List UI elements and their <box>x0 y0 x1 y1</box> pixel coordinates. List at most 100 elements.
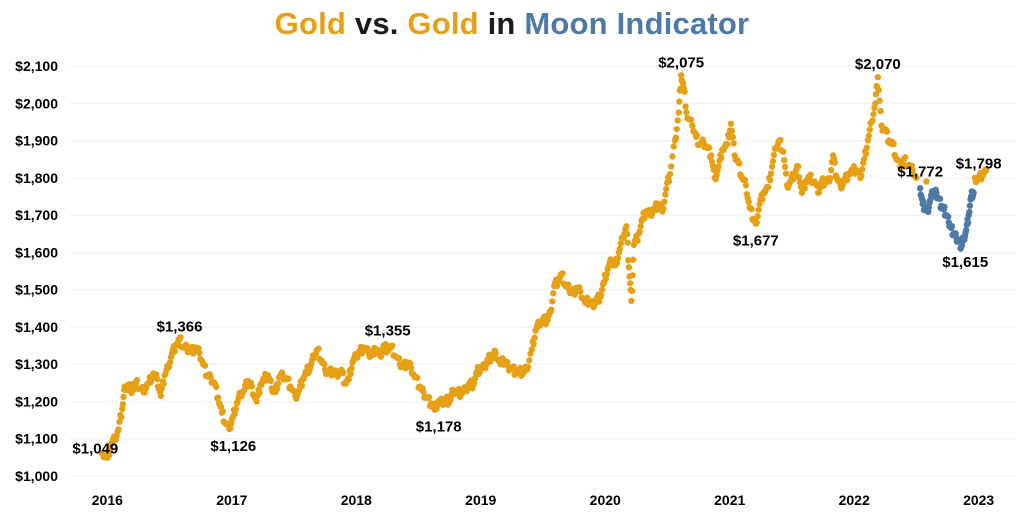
data-point <box>923 178 930 185</box>
data-point <box>843 176 851 184</box>
data-point <box>634 237 641 244</box>
data-point <box>347 370 354 378</box>
data-point <box>616 245 624 252</box>
title-vs: vs. <box>346 6 408 41</box>
data-point <box>782 170 790 177</box>
data-point <box>628 297 635 305</box>
annotation-label: $1,366 <box>157 319 203 336</box>
data-point <box>603 270 610 278</box>
data-point <box>201 362 209 369</box>
data-point <box>253 398 260 405</box>
data-point <box>407 364 415 372</box>
data-point <box>693 132 701 139</box>
data-point <box>665 177 673 185</box>
data-point <box>724 141 731 148</box>
data-point <box>613 259 621 267</box>
data-point <box>748 205 755 213</box>
data-point <box>549 298 556 305</box>
data-point <box>718 154 725 162</box>
data-point <box>214 394 222 401</box>
data-point <box>602 275 610 283</box>
y-tick-label: $1,400 <box>15 319 58 335</box>
data-point <box>736 160 743 167</box>
data-point <box>492 349 499 357</box>
data-point <box>577 288 584 295</box>
annotation-label: $1,798 <box>956 156 1002 173</box>
x-tick-label: 2021 <box>714 492 745 508</box>
data-point <box>877 107 884 115</box>
data-point <box>471 379 478 387</box>
data-point <box>167 358 174 366</box>
data-point <box>875 86 882 94</box>
data-point <box>913 174 920 182</box>
data-point <box>248 383 255 390</box>
y-tick-label: $1,100 <box>15 431 58 447</box>
data-point <box>661 198 668 206</box>
data-point <box>623 223 630 230</box>
title-in: in <box>478 6 525 41</box>
data-point <box>741 176 749 184</box>
data-point <box>780 148 787 155</box>
data-point <box>966 208 973 216</box>
data-point <box>883 128 891 135</box>
data-point <box>598 286 606 293</box>
data-point <box>827 166 835 174</box>
data-point <box>675 109 682 116</box>
data-point <box>662 191 669 198</box>
data-point <box>321 360 328 368</box>
y-tick-label: $2,100 <box>15 58 58 74</box>
annotation-label: $2,070 <box>855 56 901 73</box>
data-point <box>425 394 433 401</box>
data-point <box>766 176 774 184</box>
data-point <box>909 167 916 174</box>
data-point <box>963 226 970 234</box>
data-point <box>345 375 353 383</box>
data-point <box>870 111 877 118</box>
data-point <box>636 228 643 235</box>
x-tick-label: 2018 <box>341 492 372 508</box>
annotation-label: $1,126 <box>210 438 256 455</box>
data-point <box>807 171 814 178</box>
data-point <box>705 144 713 151</box>
data-point <box>689 122 696 129</box>
data-point <box>727 120 735 127</box>
data-point <box>902 154 909 161</box>
data-point <box>948 223 956 230</box>
data-point <box>874 73 882 81</box>
data-point <box>865 132 873 140</box>
data-point <box>920 198 927 205</box>
data-point <box>781 163 789 171</box>
data-point <box>119 400 127 408</box>
data-point <box>625 257 632 264</box>
data-point <box>765 183 772 191</box>
data-point <box>213 383 220 391</box>
data-point <box>471 374 479 382</box>
annotation-label: $1,772 <box>897 163 943 180</box>
data-point <box>982 167 990 174</box>
y-tick-label: $1,700 <box>15 207 58 223</box>
data-point <box>668 163 675 170</box>
data-point <box>859 166 866 173</box>
data-point <box>795 174 803 181</box>
x-tick-label: 2023 <box>963 492 994 508</box>
data-point <box>681 88 688 95</box>
data-point <box>160 380 167 387</box>
data-point <box>153 375 161 383</box>
data-point <box>118 414 125 421</box>
data-point <box>526 357 533 364</box>
data-point <box>827 175 834 182</box>
data-point <box>890 140 897 148</box>
data-point <box>728 127 736 135</box>
data-point <box>565 281 572 288</box>
data-point <box>676 98 683 105</box>
data-point <box>625 264 633 271</box>
data-point <box>707 152 715 159</box>
data-point <box>119 405 126 413</box>
annotation-label: $2,075 <box>658 54 704 71</box>
data-point <box>395 355 403 362</box>
data-point <box>553 282 561 290</box>
annotation-label: $1,615 <box>942 254 988 271</box>
data-point <box>670 143 677 150</box>
data-point <box>876 97 883 104</box>
